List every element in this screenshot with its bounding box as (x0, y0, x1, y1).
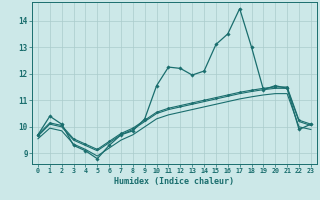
X-axis label: Humidex (Indice chaleur): Humidex (Indice chaleur) (115, 177, 234, 186)
